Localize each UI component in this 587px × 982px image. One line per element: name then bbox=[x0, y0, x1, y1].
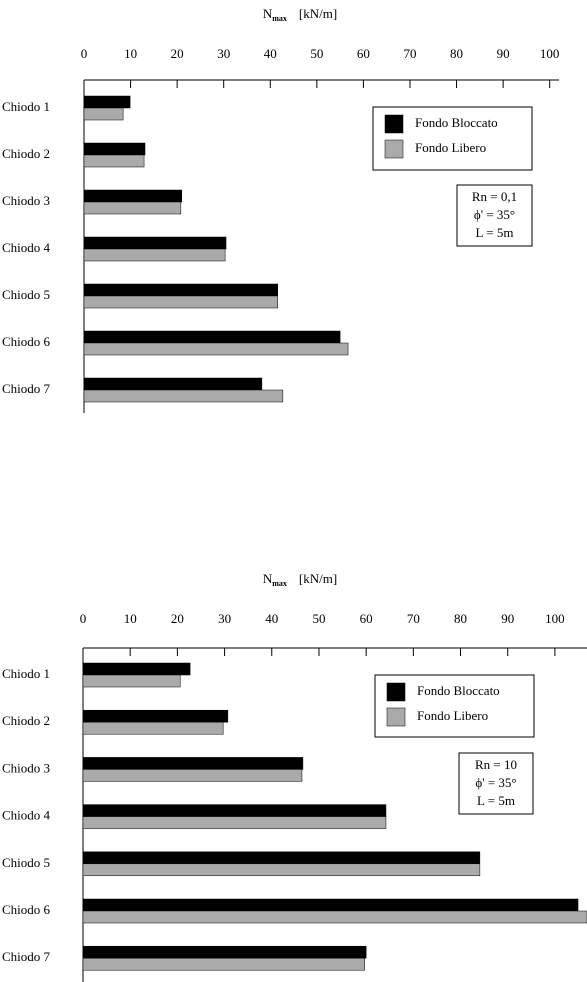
x-tick-label: 10 bbox=[124, 46, 137, 61]
axis-title-sub: max bbox=[272, 14, 287, 23]
bar bbox=[82, 957, 365, 971]
bar bbox=[83, 377, 263, 391]
legend-label: Fondo Bloccato bbox=[417, 683, 500, 698]
bar bbox=[82, 757, 304, 770]
legend-swatch bbox=[386, 707, 406, 727]
x-tick-label: 100 bbox=[540, 46, 560, 61]
category-label: Chiodo 1 bbox=[2, 666, 50, 681]
axis-title: Nmax [kN/m] bbox=[263, 6, 337, 23]
x-tick-label: 50 bbox=[312, 611, 325, 626]
annotation: Rn = 0,1 bbox=[472, 189, 517, 204]
category-label: Chiodo 6 bbox=[2, 334, 51, 349]
category-label: Chiodo 4 bbox=[2, 808, 51, 823]
x-tick-label: 60 bbox=[357, 46, 370, 61]
legend-label: Fondo Libero bbox=[417, 708, 488, 723]
x-tick-label: 0 bbox=[81, 46, 88, 61]
bar bbox=[82, 769, 303, 782]
category-label: Chiodo 6 bbox=[2, 902, 51, 917]
axis-title-unit: [kN/m] bbox=[299, 571, 337, 586]
axis-title: Nmax [kN/m] bbox=[263, 571, 337, 588]
x-tick-label: 70 bbox=[403, 46, 416, 61]
x-tick-label: 80 bbox=[450, 46, 463, 61]
category-label: Chiodo 7 bbox=[2, 381, 51, 396]
axis-title-main: N bbox=[263, 571, 273, 586]
bar bbox=[82, 863, 481, 877]
category-label: Chiodo 2 bbox=[2, 146, 50, 161]
bar bbox=[82, 898, 579, 912]
bar bbox=[83, 248, 226, 262]
bar bbox=[82, 851, 481, 865]
axis-title-unit: [kN/m] bbox=[299, 6, 337, 21]
bar bbox=[82, 709, 229, 723]
axis-title-main: N bbox=[263, 6, 273, 21]
annotation: ϕ' = 35° bbox=[474, 207, 515, 222]
annotation: Rn = 10 bbox=[475, 757, 517, 772]
legend-swatch bbox=[384, 114, 404, 134]
x-tick-label: 30 bbox=[217, 46, 230, 61]
bar bbox=[82, 721, 224, 735]
x-tick-label: 40 bbox=[265, 611, 278, 626]
x-tick-label: 70 bbox=[407, 611, 420, 626]
x-tick-label: 90 bbox=[497, 46, 510, 61]
category-label: Chiodo 5 bbox=[2, 287, 50, 302]
bar bbox=[83, 389, 284, 403]
annotation: L = 5m bbox=[476, 225, 514, 240]
bar bbox=[83, 236, 227, 250]
bar bbox=[82, 804, 387, 817]
legend-label: Fondo Libero bbox=[415, 140, 486, 155]
x-tick-label: 90 bbox=[501, 611, 514, 626]
bar bbox=[82, 816, 387, 829]
bar bbox=[82, 945, 367, 959]
x-tick-label: 10 bbox=[124, 611, 137, 626]
legend-label: Fondo Bloccato bbox=[415, 115, 498, 130]
x-tick-label: 0 bbox=[80, 611, 87, 626]
category-label: Chiodo 3 bbox=[2, 760, 50, 775]
category-label: Chiodo 4 bbox=[2, 240, 51, 255]
x-tick-label: 50 bbox=[310, 46, 323, 61]
annotation: ϕ' = 35° bbox=[475, 775, 516, 790]
category-label: Chiodo 1 bbox=[2, 99, 50, 114]
legend-swatch bbox=[384, 139, 404, 159]
bar bbox=[83, 330, 341, 344]
bar bbox=[83, 107, 124, 121]
category-label: Chiodo 2 bbox=[2, 713, 50, 728]
x-tick-label: 20 bbox=[171, 46, 184, 61]
x-tick-label: 30 bbox=[218, 611, 231, 626]
bar bbox=[83, 154, 145, 168]
bar bbox=[82, 674, 181, 688]
category-label: Chiodo 3 bbox=[2, 193, 50, 208]
category-label: Chiodo 7 bbox=[2, 949, 51, 964]
annotation: L = 5m bbox=[477, 793, 515, 808]
bar bbox=[83, 201, 182, 215]
x-tick-label: 80 bbox=[454, 611, 467, 626]
bar bbox=[83, 189, 183, 203]
x-tick-label: 20 bbox=[171, 611, 184, 626]
bar bbox=[83, 283, 278, 297]
axis-title-sub: max bbox=[272, 579, 287, 588]
bar bbox=[83, 342, 349, 356]
bar bbox=[83, 142, 146, 156]
x-tick-label: 60 bbox=[360, 611, 373, 626]
annotation-box bbox=[456, 184, 533, 247]
annotation-box bbox=[458, 752, 534, 815]
bar bbox=[83, 295, 278, 309]
bar bbox=[82, 662, 191, 676]
x-tick-label: 100 bbox=[545, 611, 565, 626]
category-label: Chiodo 5 bbox=[2, 855, 50, 870]
legend-swatch bbox=[386, 682, 406, 702]
bar bbox=[82, 910, 587, 924]
bar bbox=[83, 95, 131, 109]
x-tick-label: 40 bbox=[264, 46, 277, 61]
